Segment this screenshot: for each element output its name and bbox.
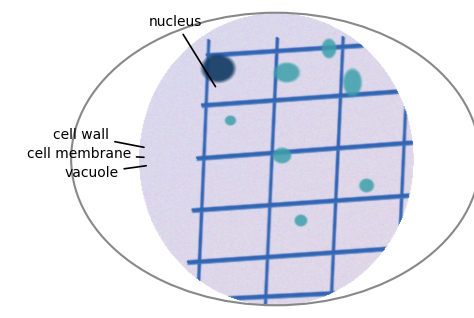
Text: cell membrane: cell membrane	[27, 147, 144, 161]
Text: nucleus: nucleus	[149, 15, 216, 87]
Text: vacuole: vacuole	[64, 166, 146, 180]
Text: cell wall: cell wall	[54, 128, 144, 147]
